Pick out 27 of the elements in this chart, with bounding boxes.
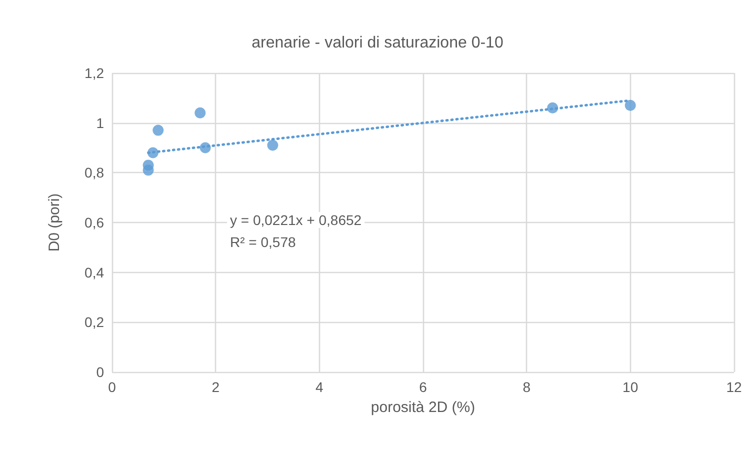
y-axis-title: D0 (pori)	[46, 193, 63, 252]
x-axis-title: porosità 2D (%)	[370, 399, 476, 416]
y-tick-label: 0,2	[84, 314, 104, 330]
point	[624, 100, 636, 111]
point	[194, 107, 206, 118]
x-tick-label: 2	[212, 379, 220, 395]
chart-title: arenarie - valori di saturazione 0-10	[252, 34, 504, 52]
point	[152, 124, 164, 136]
x-tick-label: 6	[419, 379, 428, 395]
point	[142, 164, 154, 176]
y-tick-label: 1,2	[84, 65, 104, 81]
annotation: R² = 0,578	[230, 234, 296, 250]
x-tick-label: 10	[622, 379, 638, 395]
x-tick-label: 8	[522, 379, 531, 395]
point	[547, 102, 558, 114]
x-tick-label: 4	[315, 379, 324, 395]
y-tick-label: 0,8	[84, 164, 104, 181]
point	[147, 147, 158, 158]
y-tick-label: 1	[96, 114, 104, 131]
y-tick-label: 0	[96, 364, 104, 380]
y-tick-label: 0,6	[84, 214, 104, 230]
point	[267, 140, 278, 151]
x-tick-label: 0	[108, 379, 116, 395]
x-tick-label: 12	[726, 379, 742, 395]
point	[200, 142, 211, 154]
annotation: y = 0,0221x + 0,8652	[230, 212, 362, 228]
y-tick-label: 0,4	[84, 264, 104, 280]
